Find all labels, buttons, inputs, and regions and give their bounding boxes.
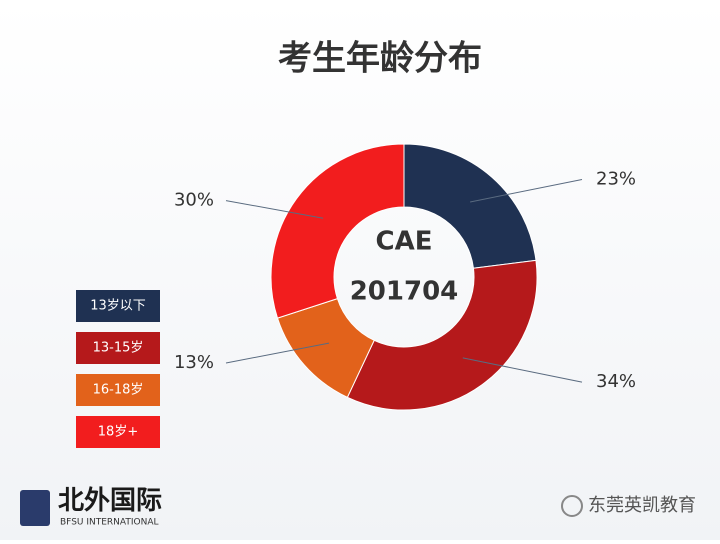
legend-swatch [76, 374, 160, 406]
legend-swatch [76, 290, 160, 322]
logo-subtitle: BFSU INTERNATIONAL [60, 518, 159, 528]
center-label: CAE [376, 227, 433, 257]
chart-title: 考生年龄分布 [278, 39, 482, 79]
logo-text: 北外国际 [58, 486, 162, 515]
data-label: 30% [174, 190, 214, 211]
legend-label: 13-15岁 [93, 341, 144, 356]
legend-label: 13岁以下 [90, 299, 146, 314]
legend-label: 16-18岁 [93, 383, 144, 398]
leader-line [470, 178, 583, 203]
logo-badge [20, 490, 50, 526]
watermark-icon [561, 495, 583, 517]
legend-swatch [76, 332, 160, 364]
data-label: 23% [596, 168, 636, 189]
center-label: 201704 [350, 277, 459, 307]
legend-label: 18岁+ [98, 425, 138, 440]
donut-slice [403, 143, 537, 269]
leader-line [462, 357, 583, 383]
leader-line [225, 200, 324, 219]
watermark: 东莞英凯教育 [588, 495, 696, 516]
legend-swatch [76, 416, 160, 448]
leader-line [225, 342, 330, 364]
donut: 23% 34% 13% 30% CAE 201704 [174, 143, 636, 411]
data-label: 34% [596, 371, 636, 392]
legend: 13岁以下 13-15岁 16-18岁 18岁+ [76, 290, 160, 448]
donut-slice [270, 143, 405, 319]
data-label: 13% [174, 352, 214, 373]
donut-slice [346, 259, 538, 411]
